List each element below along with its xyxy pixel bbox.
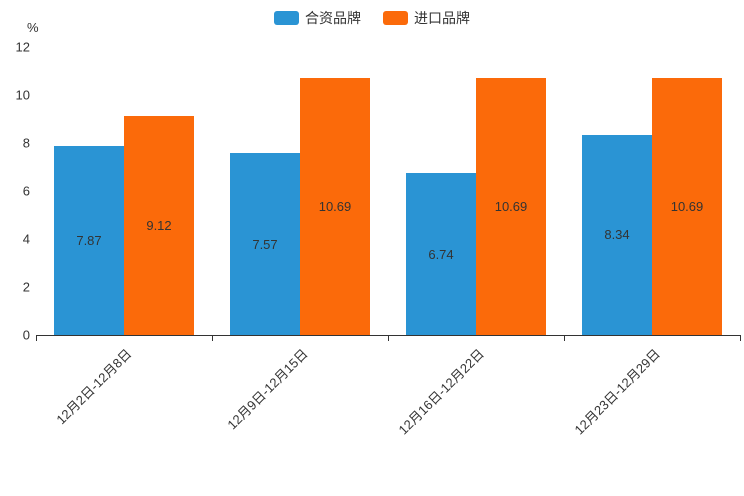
y-axis-unit-label: % — [27, 20, 39, 35]
legend-item-series-1[interactable]: 合资品牌 — [274, 8, 361, 28]
legend-label: 进口品牌 — [414, 10, 470, 26]
bar-series-2-group-4: 10.69 — [652, 78, 722, 335]
bar-value-label: 6.74 — [428, 246, 454, 262]
bar-series-1-group-2: 7.57 — [230, 153, 300, 335]
bar-series-2-group-1: 9.12 — [124, 116, 194, 335]
bar-series-2-group-3: 10.69 — [476, 78, 546, 335]
x-axis-tick — [564, 335, 565, 341]
x-axis-category-label: 12月16日-12月22日 — [395, 346, 487, 438]
y-axis-tick-label: 10 — [15, 87, 30, 103]
y-axis-tick-label: 6 — [22, 183, 30, 199]
bar-value-label: 10.69 — [494, 199, 528, 215]
x-axis-tick — [212, 335, 213, 341]
x-axis-category-label: 12月23日-12月29日 — [571, 346, 663, 438]
bar-value-label: 9.12 — [146, 218, 172, 234]
legend-swatch-icon — [274, 11, 299, 25]
legend-label: 合资品牌 — [305, 10, 361, 26]
bar-value-label: 8.34 — [604, 227, 630, 243]
bar-value-label: 7.87 — [76, 233, 102, 249]
y-axis-tick-label: 8 — [22, 135, 30, 151]
bar-value-label: 7.57 — [252, 236, 278, 252]
x-axis-tick — [388, 335, 389, 341]
y-axis-tick-label: 4 — [22, 231, 30, 247]
bar-series-1-group-4: 8.34 — [582, 134, 652, 335]
y-axis-tick-label: 2 — [22, 279, 30, 295]
legend-item-series-2[interactable]: 进口品牌 — [383, 8, 470, 28]
bar-series-2-group-2: 10.69 — [300, 78, 370, 335]
bar-value-label: 10.69 — [318, 199, 352, 215]
bar-series-1-group-3: 6.74 — [406, 173, 476, 335]
legend-swatch-icon — [383, 11, 408, 25]
x-axis-category-label: 12月2日-12月8日 — [53, 346, 135, 428]
bar-value-label: 10.69 — [670, 199, 704, 215]
y-axis-tick-label: 12 — [15, 39, 30, 55]
bar-series-1-group-1: 7.87 — [54, 146, 124, 335]
legend: 合资品牌 进口品牌 — [0, 8, 744, 28]
y-axis-tick-label: 0 — [22, 327, 30, 343]
x-axis-tick — [36, 335, 37, 341]
x-axis-tick — [740, 335, 741, 341]
x-axis-category-label: 12月9日-12月15日 — [224, 346, 311, 433]
